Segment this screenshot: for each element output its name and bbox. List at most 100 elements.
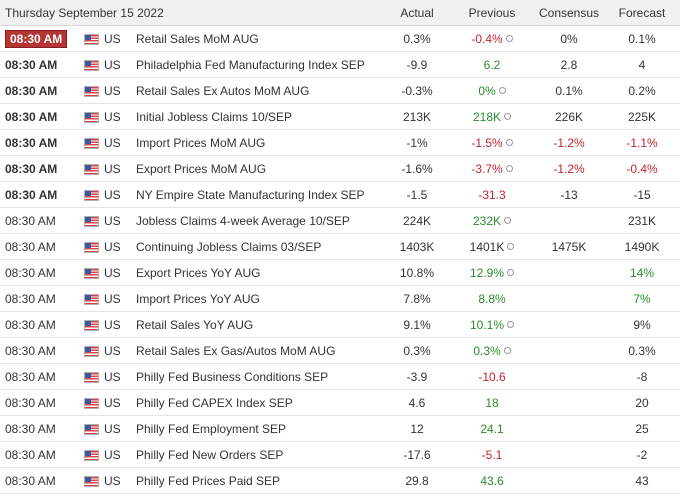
previous-value: 12.9% <box>470 265 505 280</box>
previous-column-header[interactable]: Previous <box>450 0 535 26</box>
forecast-value: 0.3% <box>604 337 680 364</box>
us-flag-icon <box>83 397 99 409</box>
flag-cell <box>78 337 104 364</box>
table-row[interactable]: 08:30 AM US Philly Fed Employment SEP 12 24.… <box>0 415 680 442</box>
event-name-link[interactable]: Retail Sales MoM AUG <box>134 25 385 52</box>
previous-value: 0% <box>478 83 496 98</box>
event-name-link[interactable]: Philadelphia Fed Manufacturing Index SEP <box>134 51 385 78</box>
table-row[interactable]: 08:30 AM US Export Prices YoY AUG 10.8% 12.9… <box>0 259 680 286</box>
table-row[interactable]: 08:30 AM US Retail Sales Ex Gas/Autos MoM … <box>0 337 680 364</box>
previous-cell: -31.3 <box>450 181 535 208</box>
us-flag-icon <box>83 475 99 487</box>
previous-value: 18 <box>485 395 499 410</box>
table-row[interactable]: 08:30 AM US Export Prices MoM AUG -1.6% -3.7… <box>0 155 680 182</box>
consensus-value <box>534 259 605 286</box>
revision-circle-icon <box>498 86 506 94</box>
previous-cell: 218K <box>450 103 535 130</box>
table-row[interactable]: 08:30 AM US Jobless Claims 4-week Average … <box>0 207 680 234</box>
forecast-value: -15 <box>604 181 680 208</box>
event-name-link[interactable]: Import Prices MoM AUG <box>134 129 385 156</box>
flag-cell <box>78 389 104 416</box>
table-row[interactable]: 08:30 AM US Retail Sales YoY AUG 9.1% 10.1% 9… <box>0 311 680 338</box>
event-time: 08:30 AM <box>5 239 56 254</box>
revision-circle-icon <box>507 242 515 250</box>
previous-value: -0.4% <box>471 31 503 46</box>
event-name-link[interactable]: Initial Jobless Claims 10/SEP <box>134 103 385 130</box>
us-flag-icon <box>83 449 99 461</box>
event-name-link[interactable]: Philly Fed Business Conditions SEP <box>134 363 385 390</box>
previous-cell: 8.8% <box>450 285 535 312</box>
event-name-link[interactable]: Philly Fed New Orders SEP <box>134 441 385 468</box>
consensus-column-header[interactable]: Consensus <box>534 0 605 26</box>
forecast-value: 225K <box>604 103 680 130</box>
flag-cell <box>78 311 104 338</box>
table-row[interactable]: 08:30 AM US Philly Fed CAPEX Index SEP 4.6 1… <box>0 389 680 416</box>
flag-cell <box>78 77 104 104</box>
event-name-link[interactable]: Retail Sales YoY AUG <box>134 311 385 338</box>
event-name-link[interactable]: Continuing Jobless Claims 03/SEP <box>134 233 385 260</box>
event-name-link[interactable]: Retail Sales Ex Autos MoM AUG <box>134 77 385 104</box>
actual-value: -1.5 <box>384 181 451 208</box>
previous-value: 6.2 <box>483 57 501 72</box>
consensus-value: 2.8 <box>534 51 605 78</box>
revision-circle-icon <box>507 268 515 276</box>
event-time: 08:30 AM <box>5 447 56 462</box>
actual-column-header[interactable]: Actual <box>384 0 451 26</box>
actual-value: 29.8 <box>384 467 451 494</box>
event-time-cell: 08:30 AM <box>0 129 78 156</box>
event-name-link[interactable]: Retail Sales Ex Gas/Autos MoM AUG <box>134 337 385 364</box>
event-time-cell: 08:30 AM <box>0 155 78 182</box>
previous-value: 1401K <box>469 239 505 254</box>
forecast-column-header[interactable]: Forecast <box>604 0 680 26</box>
us-flag-icon <box>83 163 99 175</box>
event-time-cell: 08:30 AM <box>0 233 78 260</box>
previous-cell: -1.5% <box>450 129 535 156</box>
previous-cell: 18 <box>450 389 535 416</box>
table-row[interactable]: 08:30 AM US NY Empire State Manufacturing … <box>0 181 680 208</box>
event-name-link[interactable]: Export Prices YoY AUG <box>134 259 385 286</box>
actual-value: 4.6 <box>384 389 451 416</box>
actual-value: 7.8% <box>384 285 451 312</box>
country-code: US <box>104 441 134 468</box>
us-flag-icon <box>83 267 99 279</box>
us-flag-icon <box>83 371 99 383</box>
table-row[interactable]: 08:30 AM US Import Prices MoM AUG -1% -1.5% -… <box>0 129 680 156</box>
country-code: US <box>104 337 134 364</box>
country-code: US <box>104 415 134 442</box>
flag-cell <box>78 155 104 182</box>
event-time: 08:30 AM <box>5 317 56 332</box>
flag-cell <box>78 207 104 234</box>
event-name-link[interactable]: Jobless Claims 4-week Average 10/SEP <box>134 207 385 234</box>
actual-value: -9.9 <box>384 51 451 78</box>
table-row[interactable]: 08:30 AM US Philly Fed Business Conditions… <box>0 363 680 390</box>
event-name-link[interactable]: Philly Fed Employment SEP <box>134 415 385 442</box>
table-row[interactable]: 08:30 AM US Philadelphia Fed Manufacturing… <box>0 51 680 78</box>
forecast-value: -8 <box>604 363 680 390</box>
flag-cell <box>78 181 104 208</box>
event-name-link[interactable]: Export Prices MoM AUG <box>134 155 385 182</box>
country-code: US <box>104 233 134 260</box>
flag-cell <box>78 25 104 52</box>
consensus-value: 0% <box>534 25 605 52</box>
revision-circle-icon <box>505 34 513 42</box>
table-row[interactable]: 08:30 AM US Philly Fed Prices Paid SEP 29.8… <box>0 467 680 494</box>
table-row[interactable]: 08:30 AM US Retail Sales Ex Autos MoM AUG -… <box>0 77 680 104</box>
event-name-link[interactable]: Philly Fed Prices Paid SEP <box>134 467 385 494</box>
table-row[interactable]: 08:30 AM US Initial Jobless Claims 10/SEP 2… <box>0 103 680 130</box>
forecast-value: 0.2% <box>604 77 680 104</box>
previous-cell: 232K <box>450 207 535 234</box>
previous-cell: 24.1 <box>450 415 535 442</box>
table-row[interactable]: 08:30 AM US Retail Sales MoM AUG 0.3% -0.4% 0… <box>0 25 680 52</box>
previous-value: -1.5% <box>471 135 503 150</box>
us-flag-icon <box>83 111 99 123</box>
us-flag-icon <box>83 85 99 97</box>
table-row[interactable]: 08:30 AM US Continuing Jobless Claims 03/S… <box>0 233 680 260</box>
event-name-link[interactable]: Import Prices YoY AUG <box>134 285 385 312</box>
table-row[interactable]: 08:30 AM US Philly Fed New Orders SEP -17.6… <box>0 441 680 468</box>
table-row[interactable]: 08:30 AM US Import Prices YoY AUG 7.8% 8.8% 7… <box>0 285 680 312</box>
us-flag-icon <box>83 33 99 45</box>
event-name-link[interactable]: NY Empire State Manufacturing Index SEP <box>134 181 385 208</box>
us-flag-icon <box>83 345 99 357</box>
event-name-link[interactable]: Philly Fed CAPEX Index SEP <box>134 389 385 416</box>
event-time: 08:30 AM <box>5 29 68 48</box>
